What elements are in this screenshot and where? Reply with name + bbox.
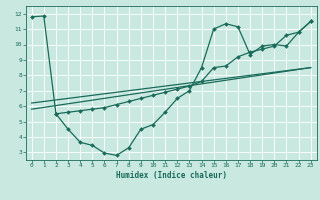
X-axis label: Humidex (Indice chaleur): Humidex (Indice chaleur) — [116, 171, 227, 180]
